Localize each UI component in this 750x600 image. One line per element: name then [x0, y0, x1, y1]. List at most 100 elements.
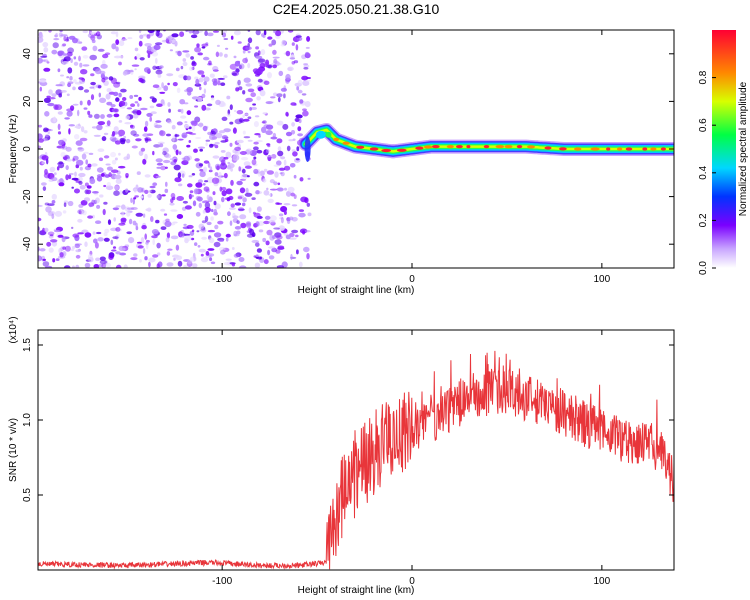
noise-blob: [203, 56, 210, 61]
noise-blob: [101, 173, 105, 177]
noise-blob: [136, 171, 141, 176]
noise-blob: [64, 245, 71, 252]
noise-blob: [147, 207, 152, 212]
noise-blob: [114, 157, 118, 161]
noise-blob: [173, 257, 176, 261]
noise-blob: [209, 166, 213, 173]
noise-blob: [177, 260, 183, 267]
noise-blob: [137, 187, 144, 193]
noise-blob: [233, 253, 240, 258]
noise-blob: [66, 110, 73, 117]
noise-blob: [42, 59, 49, 63]
noise-blob: [156, 242, 161, 249]
noise-blob: [114, 127, 118, 130]
noise-blob: [240, 222, 247, 229]
noise-blob: [111, 169, 119, 173]
noise-blob: [89, 204, 92, 208]
noise-blob: [279, 172, 283, 175]
noise-blob: [118, 152, 121, 156]
noise-blob: [57, 111, 63, 115]
noise-blob: [202, 209, 206, 214]
noise-blob: [42, 258, 46, 261]
noise-blob: [298, 212, 306, 218]
noise-blob: [206, 221, 212, 226]
noise-blob: [220, 159, 226, 166]
noise-blob: [57, 123, 61, 130]
noise-blob: [75, 140, 83, 146]
noise-blob: [268, 220, 276, 224]
noise-blob: [51, 177, 58, 182]
noise-blob: [98, 92, 102, 98]
noise-blob: [206, 194, 210, 200]
noise-blob: [49, 166, 56, 173]
noise-blob: [75, 254, 81, 259]
noise-blob: [269, 215, 277, 222]
noise-blob: [217, 77, 225, 80]
noise-blob: [295, 114, 303, 119]
noise-blob: [209, 143, 214, 148]
noise-blob: [89, 54, 97, 61]
noise-blob: [275, 30, 282, 37]
noise-blob: [60, 74, 64, 77]
noise-blob: [238, 257, 245, 262]
ridge-peak: [369, 147, 379, 151]
ridge-peak: [660, 147, 667, 151]
noise-blob: [201, 236, 208, 240]
noise-blob: [147, 53, 151, 58]
noise-blob: [263, 80, 270, 86]
noise-blob: [277, 146, 282, 151]
noise-blob: [277, 187, 284, 192]
noise-blob: [86, 185, 92, 189]
noise-blob: [84, 241, 88, 247]
noise-blob: [253, 121, 259, 128]
noise-blob: [225, 237, 229, 242]
noise-blob: [305, 79, 311, 83]
noise-blob: [286, 217, 291, 224]
noise-blob: [122, 97, 127, 101]
noise-blob: [176, 196, 184, 201]
noise-blob: [182, 50, 190, 53]
noise-blob: [87, 215, 93, 219]
noise-blob: [265, 101, 273, 105]
ridge-peak: [356, 145, 365, 149]
noise-blob: [47, 102, 55, 107]
noise-blob: [295, 35, 302, 38]
noise-blob: [126, 107, 133, 110]
noise-blob: [304, 197, 309, 204]
noise-blob: [237, 41, 242, 44]
noise-blob: [190, 120, 198, 125]
noise-blob: [191, 60, 196, 65]
noise-blob: [115, 97, 120, 102]
noise-blob: [243, 136, 251, 139]
noise-blob: [186, 144, 191, 148]
noise-blob: [38, 138, 44, 143]
noise-blob: [223, 172, 228, 179]
noise-blob: [257, 256, 262, 260]
snr-series-line: [38, 350, 674, 570]
noise-blob: [134, 101, 139, 104]
ridge-peak: [650, 147, 657, 151]
noise-blob: [201, 93, 206, 99]
noise-blob: [131, 145, 138, 149]
noise-blob: [304, 51, 310, 57]
noise-blob: [179, 31, 185, 37]
noise-blob: [154, 124, 163, 129]
noise-blob: [138, 77, 144, 83]
noise-blob: [295, 234, 299, 238]
y-tick-label: -20: [22, 189, 33, 204]
noise-blob: [237, 60, 241, 64]
noise-blob: [266, 149, 270, 154]
noise-blob: [56, 145, 64, 149]
noise-blob: [123, 135, 127, 139]
noise-blob: [52, 258, 56, 263]
noise-blob: [51, 49, 58, 55]
noise-blob: [114, 185, 119, 191]
noise-blob: [285, 190, 292, 197]
noise-blob: [53, 172, 57, 176]
noise-blob: [214, 224, 219, 230]
noise-blob: [210, 97, 215, 101]
noise-blob: [208, 237, 215, 244]
noise-blob: [247, 50, 251, 54]
noise-blob: [218, 171, 222, 179]
noise-blob: [43, 30, 47, 33]
